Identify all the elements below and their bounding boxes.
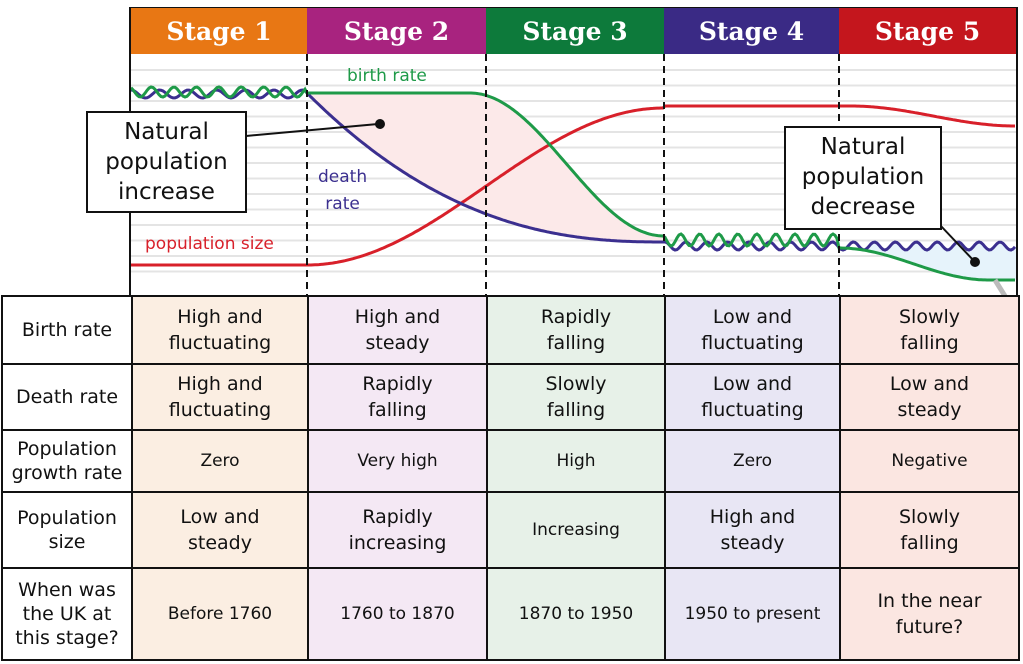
stage-1-header: Stage 1 bbox=[131, 8, 307, 54]
table-cell: Slowly falling bbox=[839, 295, 1020, 365]
table-cell: Zero bbox=[131, 429, 309, 493]
table-cell: 1870 to 1950 bbox=[486, 567, 666, 661]
table-row: Population growth rate Zero Very high High Ze… bbox=[1, 429, 1020, 493]
increase-pointer bbox=[245, 123, 379, 137]
table-cell: Low and fluctuating bbox=[664, 295, 841, 365]
stage-3-header: Stage 3 bbox=[486, 8, 664, 54]
natural-increase-callout: Natural population increase bbox=[86, 111, 247, 213]
population-size-line bbox=[131, 104, 1015, 267]
table-row: When was the UK at this stage? Before 1760 1… bbox=[1, 567, 1020, 661]
table-cell: Slowly falling bbox=[486, 363, 666, 431]
stage-5-header: Stage 5 bbox=[839, 8, 1016, 54]
scroll-arrow-icon bbox=[992, 278, 1011, 300]
natural-decrease-area bbox=[860, 242, 1016, 280]
population-size-label: population size bbox=[145, 234, 274, 254]
table-cell: High and steady bbox=[664, 491, 841, 569]
death-rate-label: death rate bbox=[318, 167, 368, 214]
birth-rate-line bbox=[129, 85, 1015, 282]
table-cell: Slowly falling bbox=[839, 491, 1020, 569]
table-cell: Rapidly increasing bbox=[307, 491, 488, 569]
table-row: Death rate High and fluctuating Rapidly fall… bbox=[1, 363, 1020, 431]
table-cell: Negative bbox=[839, 429, 1020, 493]
stage-4-header: Stage 4 bbox=[664, 8, 839, 54]
table-cell: High bbox=[486, 429, 666, 493]
increase-pointer-dot bbox=[375, 119, 385, 129]
table-row: Birth rate High and fluctuating High and ste… bbox=[1, 295, 1020, 365]
table-cell: Zero bbox=[664, 429, 841, 493]
table-cell: High and fluctuating bbox=[131, 363, 309, 431]
table-cell: High and steady bbox=[307, 295, 488, 365]
table-cell: 1760 to 1870 bbox=[307, 567, 488, 661]
stage-2-header: Stage 2 bbox=[307, 8, 486, 54]
row-header: Population size bbox=[1, 491, 133, 569]
table-cell: Low and steady bbox=[839, 363, 1020, 431]
decrease-pointer bbox=[939, 224, 976, 263]
natural-decrease-callout: Natural population decrease bbox=[784, 126, 942, 230]
table-cell: High and fluctuating bbox=[131, 295, 309, 365]
stage-characteristics-table: Birth rate High and fluctuating High and ste… bbox=[1, 295, 1020, 661]
death-rate-line bbox=[130, 88, 1017, 252]
dtm-graph bbox=[129, 7, 1018, 300]
row-header: When was the UK at this stage? bbox=[1, 567, 133, 661]
table-cell: Low and fluctuating bbox=[664, 363, 841, 431]
table-row: Population size Low and steady Rapidly increa… bbox=[1, 491, 1020, 569]
table-cell: 1950 to present bbox=[664, 567, 841, 661]
table-cell: Low and steady bbox=[131, 491, 309, 569]
row-header: Population growth rate bbox=[1, 429, 133, 493]
birth-rate-label: birth rate bbox=[347, 66, 427, 86]
row-header: Birth rate bbox=[1, 295, 133, 365]
table-cell: Increasing bbox=[486, 491, 666, 569]
row-header: Death rate bbox=[1, 363, 133, 431]
table-cell: Rapidly falling bbox=[486, 295, 666, 365]
decrease-pointer-dot bbox=[970, 257, 980, 267]
table-cell: Before 1760 bbox=[131, 567, 309, 661]
table-cell: Very high bbox=[307, 429, 488, 493]
table-cell: Rapidly falling bbox=[307, 363, 488, 431]
table-cell: In the near future? bbox=[839, 567, 1020, 661]
